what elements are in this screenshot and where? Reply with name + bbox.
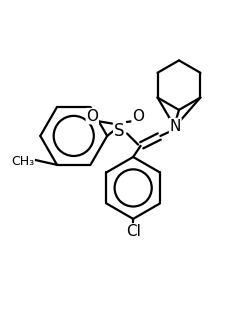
Text: O: O: [132, 109, 144, 124]
Text: Cl: Cl: [126, 224, 141, 239]
Text: CH₃: CH₃: [11, 155, 35, 168]
Text: S: S: [114, 122, 125, 140]
Text: O: O: [86, 109, 98, 124]
Text: N: N: [170, 119, 181, 133]
